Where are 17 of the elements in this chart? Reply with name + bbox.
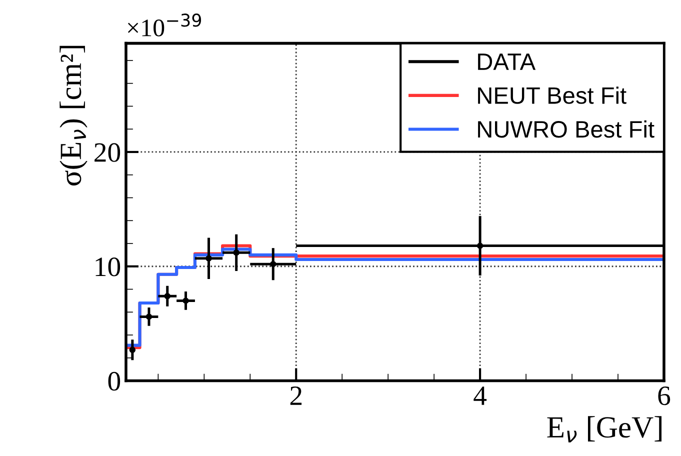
y-tick-label: 10 (96, 258, 120, 276)
x-axis-title: E$_{ν}$ [GeV] (547, 416, 662, 442)
point (164, 292, 170, 300)
x-tick-label: 6 (658, 386, 670, 406)
x-tick-label: 4 (474, 386, 487, 405)
y-axis-title: σ(E$_{ν}$) [cm²] (60, 46, 88, 186)
y-tick-label: 20 (94, 143, 120, 162)
legend-label: DATA (478, 54, 536, 70)
text: ×10$^{−39}$ (128, 14, 202, 36)
x-tick-label: 2 (290, 386, 302, 405)
point (206, 255, 212, 262)
point (233, 250, 240, 256)
point (270, 260, 276, 268)
y-tick-label: 0 (108, 372, 120, 391)
legend-label: NEUT Best Fit (478, 86, 626, 104)
legend-label: NUWRO Best Fit (478, 120, 654, 138)
point (476, 242, 484, 249)
